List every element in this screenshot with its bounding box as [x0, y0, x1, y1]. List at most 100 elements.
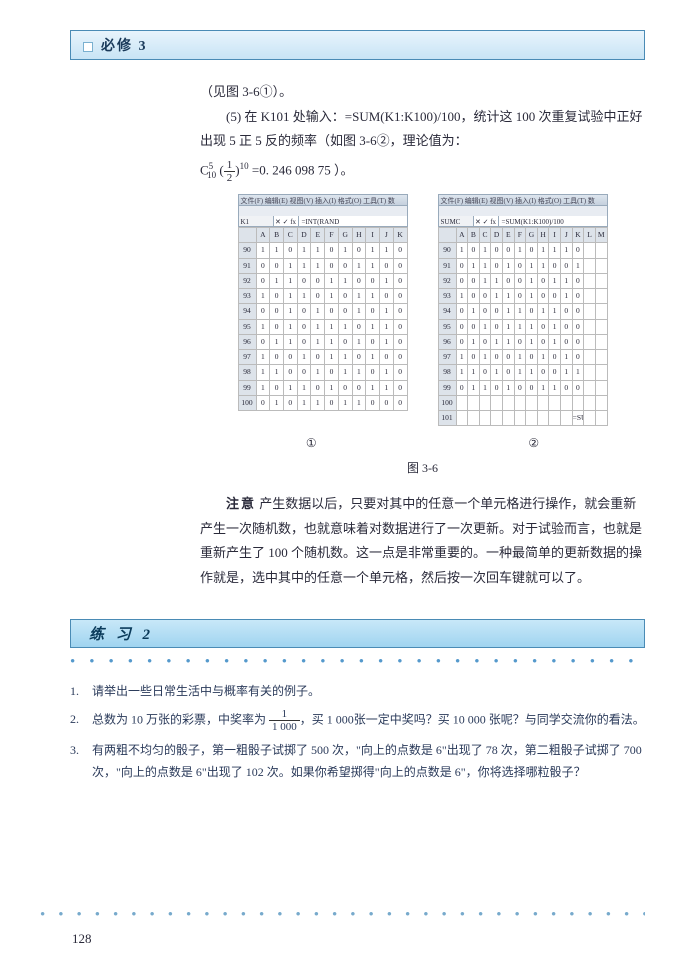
cell: 0: [325, 258, 339, 273]
cell: 1: [537, 304, 549, 319]
cell: 1: [283, 304, 297, 319]
cell: 1: [560, 350, 572, 365]
cell: 1: [468, 334, 480, 349]
cell: 1: [560, 365, 572, 380]
formula-line: C510 (12)10 =0. 246 098 75 ）。: [200, 158, 645, 184]
cell: 1: [479, 258, 491, 273]
cell: 1: [479, 273, 491, 288]
cell: 1: [311, 334, 325, 349]
note-block: 注意 产生数据以后，只要对其中的任意一个单元格进行操作，就会重新产生一次随机数，…: [200, 492, 645, 591]
col-header: D: [297, 228, 311, 243]
cell: 1: [338, 365, 352, 380]
cell: 0: [491, 304, 503, 319]
col-header: B: [468, 228, 480, 243]
cell: 0: [256, 304, 270, 319]
note-text: 产生数据以后，只要对其中的任意一个单元格进行操作，就会重新产生一次随机数，也就意…: [200, 496, 642, 585]
cell: [584, 334, 596, 349]
cell: 1: [549, 334, 561, 349]
cell: 0: [479, 365, 491, 380]
cell: [537, 395, 549, 410]
cell: 0: [549, 365, 561, 380]
cell: 0: [256, 334, 270, 349]
cell: 0: [514, 258, 526, 273]
sheet2-menu: 文件(F) 编辑(E) 视图(V) 插入(I) 格式(O) 工具(T) 数: [438, 194, 608, 206]
row-header: 98: [438, 365, 456, 380]
cell: 0: [366, 273, 380, 288]
cell: 1: [283, 289, 297, 304]
cell: 1: [283, 380, 297, 395]
cell: 0: [297, 334, 311, 349]
cell: 0: [468, 350, 480, 365]
cell: [595, 411, 607, 426]
sheet2-ops: ✕ ✓ fx: [474, 216, 499, 226]
cell: [526, 411, 538, 426]
cell: 0: [283, 350, 297, 365]
cell: 1: [549, 380, 561, 395]
cell: [595, 395, 607, 410]
cell: 0: [491, 350, 503, 365]
cell: [502, 395, 514, 410]
sheet2-grid: ABCDEFGHIJKLM901010010111091011010110019…: [438, 227, 608, 426]
cell: 0: [379, 395, 393, 410]
cell: 1: [526, 319, 538, 334]
cell: 0: [379, 258, 393, 273]
cell: 0: [366, 334, 380, 349]
row-header: 94: [238, 304, 256, 319]
cell: 0: [311, 380, 325, 395]
cell: 1: [537, 380, 549, 395]
cell: [479, 395, 491, 410]
cell: 1: [456, 350, 468, 365]
cell: 1: [256, 365, 270, 380]
cell: 1: [325, 350, 339, 365]
col-header: G: [338, 228, 352, 243]
spreadsheet-1: 文件(F) 编辑(E) 视图(V) 插入(I) 格式(O) 工具(T) 数 K1…: [238, 194, 408, 426]
exercise-number: 1.: [70, 680, 92, 702]
note-label: 注意: [226, 496, 256, 511]
row-header: 98: [238, 365, 256, 380]
cell: [572, 395, 584, 410]
row-header: 91: [238, 258, 256, 273]
cell: 0: [537, 334, 549, 349]
cell: 1: [514, 365, 526, 380]
cell: 1: [338, 350, 352, 365]
para-2: (5) 在 K101 处输入：=SUM(K1:K100)/100，统计这 100…: [200, 105, 645, 154]
row-header: 95: [438, 319, 456, 334]
col-header: D: [491, 228, 503, 243]
col-header: F: [514, 228, 526, 243]
cell: 1: [379, 273, 393, 288]
cell: 1: [270, 395, 284, 410]
col-header: I: [549, 228, 561, 243]
cell: 1: [491, 334, 503, 349]
cell: [584, 350, 596, 365]
cell: 1: [468, 365, 480, 380]
cell: 1: [256, 289, 270, 304]
cell: 0: [270, 319, 284, 334]
row-header: 99: [238, 380, 256, 395]
cell: 1: [572, 365, 584, 380]
cell: 0: [352, 243, 366, 258]
cell: 1: [479, 380, 491, 395]
cell: 1: [572, 258, 584, 273]
cell: 0: [283, 243, 297, 258]
cell: 1: [502, 380, 514, 395]
cell: 1: [537, 243, 549, 258]
cell: [584, 243, 596, 258]
cell: 0: [479, 289, 491, 304]
cell: 0: [514, 289, 526, 304]
cell: 0: [297, 304, 311, 319]
cell: 1: [270, 273, 284, 288]
cell: [491, 395, 503, 410]
cell: 0: [491, 258, 503, 273]
fig-label-2: ②: [528, 432, 539, 455]
cell: 1: [338, 243, 352, 258]
col-header: K: [572, 228, 584, 243]
cell: 0: [270, 304, 284, 319]
cell: 0: [514, 273, 526, 288]
cell: [584, 304, 596, 319]
cell: 1: [297, 350, 311, 365]
cell: 0: [366, 395, 380, 410]
cell: 1: [456, 243, 468, 258]
cell: [514, 395, 526, 410]
cell: 1: [283, 319, 297, 334]
cell: 1: [502, 258, 514, 273]
